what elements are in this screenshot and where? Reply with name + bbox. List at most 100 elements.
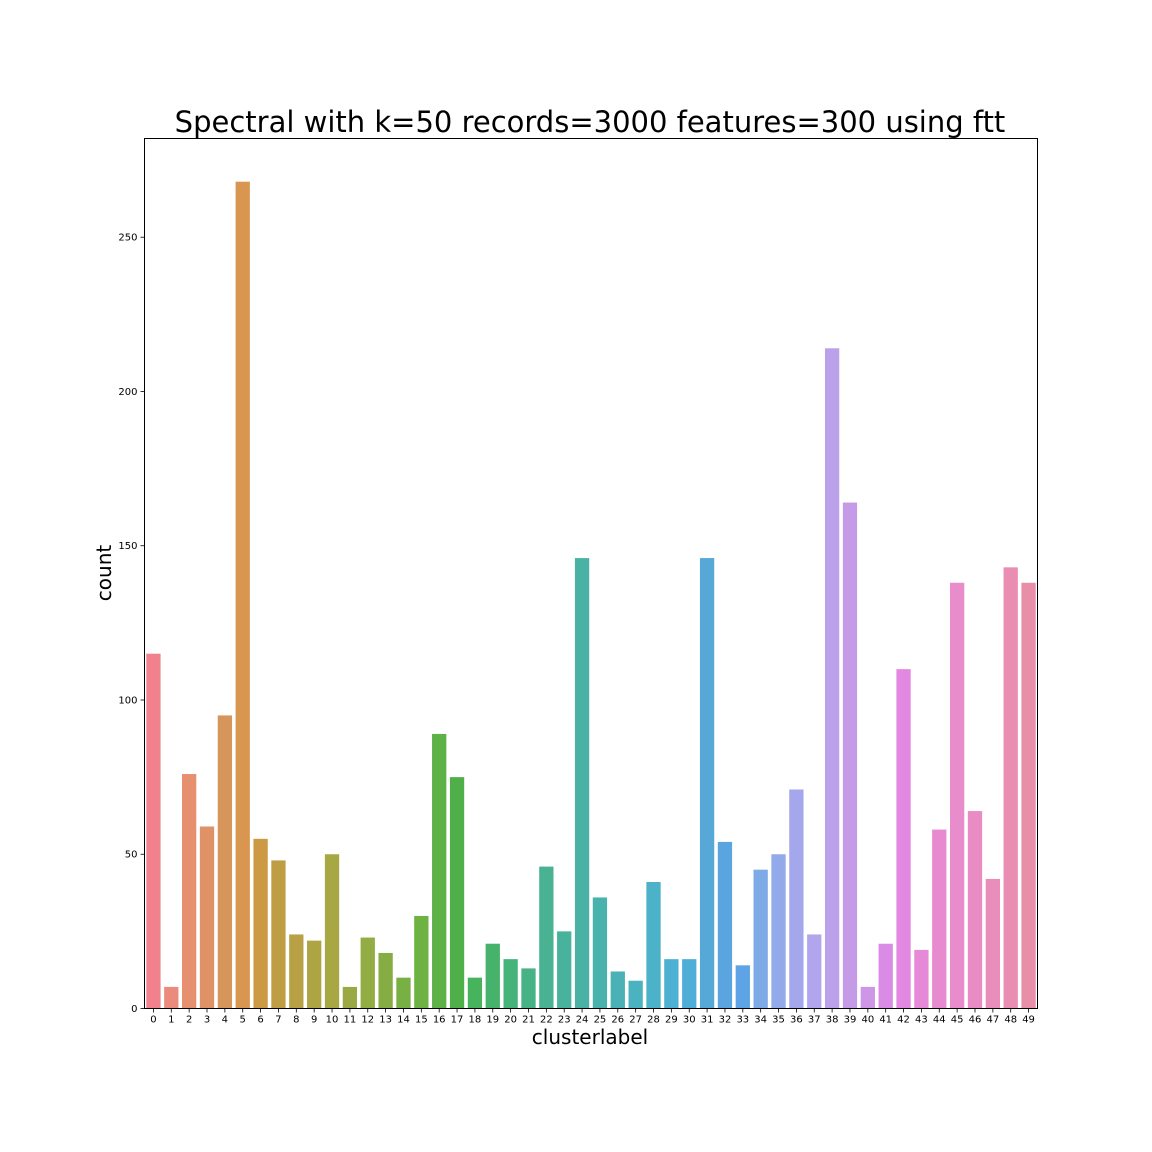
bar-20 bbox=[503, 959, 518, 1009]
x-axis: 0 1 2 3 4 5 6 7 8 9 10 11 12 13 14 15 16 17 18 19 20 21 22 23 24… bbox=[150, 1008, 1035, 1026]
x-tick-label: 16 bbox=[433, 1015, 446, 1026]
bar-1 bbox=[164, 986, 179, 1009]
x-tick-label: 37 bbox=[808, 1015, 821, 1026]
x-tick-label: 2 bbox=[186, 1015, 192, 1026]
x-tick-label: 9 bbox=[311, 1015, 317, 1026]
bar-8 bbox=[289, 934, 304, 1009]
bar-41 bbox=[878, 943, 893, 1009]
y-tick-label: 250 bbox=[118, 233, 137, 244]
bar-48 bbox=[1003, 567, 1018, 1009]
x-tick-label: 25 bbox=[594, 1015, 607, 1026]
bar-38 bbox=[824, 348, 840, 1009]
bar-18 bbox=[467, 977, 483, 1009]
bar-44 bbox=[932, 829, 947, 1009]
bar-42 bbox=[896, 669, 911, 1009]
bar-13 bbox=[378, 952, 393, 1009]
bar-11 bbox=[342, 986, 358, 1009]
bar-17 bbox=[449, 777, 465, 1009]
x-tick-label: 28 bbox=[647, 1015, 660, 1026]
bar-14 bbox=[396, 977, 411, 1009]
x-axis-label: clusterlabel bbox=[532, 1025, 648, 1049]
bar-5 bbox=[235, 181, 250, 1009]
plot-frame bbox=[144, 138, 1038, 1009]
y-axis: 0 50 100 150 200 250 bbox=[118, 233, 145, 1015]
bar-21 bbox=[521, 968, 536, 1009]
bar-32 bbox=[717, 841, 733, 1009]
bar-27 bbox=[628, 980, 643, 1009]
bar-23 bbox=[557, 931, 572, 1009]
bar-39 bbox=[842, 502, 858, 1009]
x-tick-label: 8 bbox=[293, 1015, 299, 1026]
x-tick-label: 23 bbox=[558, 1015, 571, 1026]
x-tick-label: 30 bbox=[683, 1015, 696, 1026]
x-tick-label: 20 bbox=[504, 1015, 517, 1026]
bar-26 bbox=[610, 971, 625, 1009]
bar-4 bbox=[217, 715, 233, 1009]
y-axis-label: count bbox=[92, 545, 116, 602]
bar-37 bbox=[807, 934, 822, 1009]
bar-34 bbox=[753, 869, 768, 1009]
x-tick-label: 5 bbox=[240, 1015, 246, 1026]
bar-0 bbox=[146, 653, 161, 1009]
bar-40 bbox=[860, 986, 875, 1009]
x-tick-label: 49 bbox=[1022, 1015, 1035, 1026]
x-tick-label: 15 bbox=[415, 1015, 428, 1026]
y-tick-label: 200 bbox=[118, 387, 137, 398]
x-tick-label: 36 bbox=[790, 1015, 803, 1026]
x-tick-label: 19 bbox=[486, 1015, 499, 1026]
bar-31 bbox=[699, 558, 715, 1009]
bar-6 bbox=[253, 838, 268, 1009]
x-tick-label: 39 bbox=[844, 1015, 857, 1026]
y-tick-label: 0 bbox=[131, 1004, 137, 1015]
x-tick-label: 38 bbox=[826, 1015, 839, 1026]
x-tick-label: 32 bbox=[719, 1015, 732, 1026]
x-tick-label: 13 bbox=[379, 1015, 392, 1026]
bar-25 bbox=[592, 897, 608, 1009]
bar-15 bbox=[414, 915, 429, 1009]
bar-9 bbox=[307, 940, 322, 1009]
chart-title: Spectral with k=50 records=3000 features… bbox=[175, 105, 1006, 139]
y-tick-label: 150 bbox=[118, 541, 137, 552]
y-tick-label: 50 bbox=[125, 850, 138, 861]
bar-29 bbox=[664, 959, 679, 1009]
x-tick-label: 41 bbox=[879, 1015, 892, 1026]
bar-36 bbox=[789, 789, 804, 1009]
x-tick-label: 42 bbox=[897, 1015, 910, 1026]
x-tick-label: 46 bbox=[969, 1015, 982, 1026]
bar-47 bbox=[985, 878, 1000, 1009]
bar-24 bbox=[574, 558, 590, 1009]
x-tick-label: 40 bbox=[861, 1015, 874, 1026]
bar-3 bbox=[199, 826, 215, 1009]
bar-28 bbox=[646, 882, 661, 1009]
bar-30 bbox=[682, 959, 697, 1009]
x-tick-label: 7 bbox=[275, 1015, 281, 1026]
x-tick-label: 44 bbox=[933, 1015, 946, 1026]
bar-43 bbox=[914, 949, 929, 1009]
x-tick-label: 4 bbox=[222, 1015, 228, 1026]
bar-49 bbox=[1021, 582, 1036, 1009]
x-tick-label: 14 bbox=[397, 1015, 410, 1026]
x-tick-label: 21 bbox=[522, 1015, 535, 1026]
x-tick-label: 35 bbox=[772, 1015, 785, 1026]
x-tick-label: 10 bbox=[326, 1015, 339, 1026]
bar-45 bbox=[949, 582, 965, 1009]
x-tick-label: 1 bbox=[168, 1015, 174, 1026]
x-tick-label: 18 bbox=[469, 1015, 482, 1026]
x-tick-label: 11 bbox=[344, 1015, 357, 1026]
x-tick-label: 29 bbox=[665, 1015, 678, 1026]
bar-22 bbox=[539, 866, 554, 1009]
x-tick-label: 0 bbox=[150, 1015, 156, 1026]
bar-2 bbox=[182, 774, 197, 1009]
x-tick-label: 17 bbox=[451, 1015, 464, 1026]
x-tick-label: 3 bbox=[204, 1015, 210, 1026]
x-tick-label: 22 bbox=[540, 1015, 553, 1026]
bar-16 bbox=[432, 733, 447, 1009]
x-tick-label: 26 bbox=[611, 1015, 624, 1026]
bar-10 bbox=[324, 854, 340, 1009]
bar-33 bbox=[735, 965, 750, 1009]
bar-7 bbox=[271, 860, 286, 1009]
x-tick-label: 45 bbox=[951, 1015, 964, 1026]
x-tick-label: 48 bbox=[1004, 1015, 1017, 1026]
bar-19 bbox=[485, 943, 500, 1009]
